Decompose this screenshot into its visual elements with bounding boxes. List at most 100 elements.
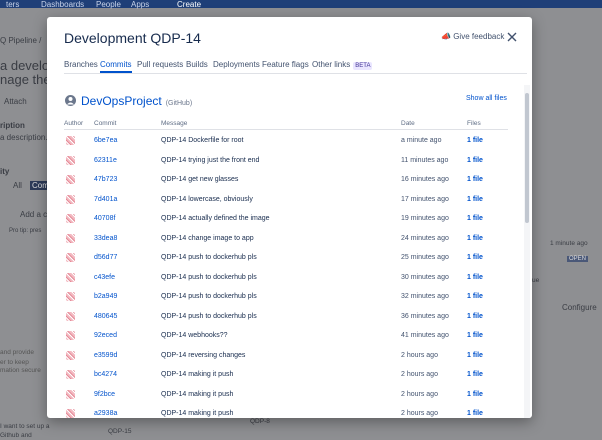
- beta-badge: BETA: [353, 62, 373, 70]
- repo-icon: [65, 95, 76, 106]
- files-link[interactable]: 1 file: [467, 215, 483, 222]
- commit-date: 2 hours ago: [401, 371, 438, 378]
- commit-message: QDP-14 push to dockerhub pls: [161, 293, 257, 300]
- top-nav: [0, 0, 602, 8]
- files-link[interactable]: 1 file: [467, 137, 483, 144]
- nav-item[interactable]: ters: [6, 0, 20, 9]
- column-header: Message: [161, 120, 188, 127]
- files-link[interactable]: 1 file: [467, 371, 483, 378]
- column-header: Date: [401, 120, 415, 127]
- card-key[interactable]: QDP-15: [108, 428, 132, 435]
- commit-hash[interactable]: 9f2bce: [94, 390, 116, 398]
- commit-message: QDP-14 making it push: [161, 390, 234, 398]
- commit-hash[interactable]: d56d77: [94, 254, 118, 261]
- commit-hash[interactable]: 62311e: [94, 156, 117, 164]
- author-avatar: [66, 175, 75, 184]
- author-avatar: [66, 389, 75, 399]
- author-avatar: [66, 350, 75, 360]
- files-link[interactable]: 1 file: [467, 351, 483, 359]
- description-placeholder[interactable]: a description...: [0, 133, 53, 142]
- scrollbar: [524, 85, 530, 418]
- author-avatar: [66, 136, 75, 145]
- tab[interactable]: Branches: [64, 60, 98, 69]
- files-link[interactable]: 1 file: [467, 410, 483, 417]
- commit-date: 16 minutes ago: [401, 176, 449, 183]
- feedback-label[interactable]: Give feedback: [453, 32, 505, 41]
- commit-hash[interactable]: 480645: [94, 312, 118, 320]
- repo-name[interactable]: DevOpsProject (GitHub): [81, 94, 193, 108]
- commit-hash[interactable]: 40708f: [94, 215, 116, 222]
- commit-date: a minute ago: [401, 137, 442, 144]
- commit-hash[interactable]: e3599d: [94, 351, 118, 359]
- timestamp: 1 minute ago: [550, 240, 588, 247]
- commit-message: QDP-14 lowercase, obviously: [161, 195, 253, 203]
- commit-hash[interactable]: a2938a: [94, 410, 118, 417]
- filter-button[interactable]: Comm: [30, 181, 58, 190]
- files-link[interactable]: 1 file: [467, 293, 483, 300]
- commit-message: QDP-14 push to dockerhub pls: [161, 273, 257, 281]
- attach-button[interactable]: Attach: [4, 97, 27, 106]
- close-button[interactable]: [507, 32, 517, 42]
- commit-message: QDP-14 push to dockerhub pls: [161, 254, 257, 261]
- author-avatar: [66, 233, 75, 243]
- commits-dialog: Development QDP-14 📣 Give feedback DevOp…: [47, 17, 532, 418]
- commit-message: QDP-14 push to dockerhub pls: [161, 312, 257, 320]
- commit-hash[interactable]: 47b723: [94, 176, 118, 183]
- tab[interactable]: Pull requests: [137, 60, 184, 69]
- commit-date: 41 minutes ago: [401, 332, 449, 339]
- repo-host: (GitHub): [165, 100, 193, 107]
- comment-input[interactable]: Add a co: [20, 210, 52, 219]
- author-avatar: [66, 409, 75, 418]
- commit-hash[interactable]: 6be7ea: [94, 137, 118, 144]
- show-all-files[interactable]: Show all files: [466, 95, 507, 102]
- commit-message: QDP-14 making it push: [161, 371, 234, 378]
- author-avatar: [66, 292, 75, 301]
- tab-divider: [64, 73, 527, 74]
- files-link[interactable]: 1 file: [467, 390, 483, 398]
- files-link[interactable]: 1 file: [467, 234, 483, 242]
- configure-link[interactable]: Configure: [562, 303, 597, 312]
- tab[interactable]: Other links BETA: [312, 60, 373, 70]
- comment-text: and provide: [0, 349, 34, 356]
- author-avatar: [66, 253, 75, 262]
- files-link[interactable]: 1 file: [467, 254, 483, 261]
- filter-button[interactable]: All: [13, 181, 22, 190]
- files-link[interactable]: 1 file: [467, 195, 483, 203]
- files-link[interactable]: 1 file: [467, 273, 483, 281]
- commit-hash[interactable]: 33dea8: [94, 234, 118, 242]
- commit-hash[interactable]: 7d401a: [94, 195, 118, 203]
- comment-text: er to keep: [0, 359, 29, 366]
- commit-date: 11 minutes ago: [401, 156, 449, 164]
- scroll-thumb[interactable]: [525, 93, 529, 223]
- comment-text: mation secure: [0, 367, 41, 374]
- tab[interactable]: Builds: [186, 60, 208, 69]
- card-key[interactable]: QDP-8: [250, 418, 270, 425]
- dialog-title: Development QDP-14: [64, 30, 201, 46]
- tab[interactable]: Feature flags: [262, 60, 309, 69]
- column-header: Author: [64, 120, 84, 127]
- status-lozenge: OPEN: [567, 256, 589, 262]
- commit-message: QDP-14 reversing changes: [161, 351, 246, 359]
- files-link[interactable]: 1 file: [467, 176, 483, 183]
- nav-item[interactable]: People: [96, 0, 121, 9]
- commit-hash[interactable]: b2a949: [94, 293, 118, 300]
- breadcrumb[interactable]: Q Pipeline /: [0, 36, 42, 45]
- feedback-button[interactable]: 📣 Give feedback: [441, 32, 505, 41]
- nav-item[interactable]: Apps: [131, 0, 150, 9]
- commit-hash[interactable]: c43efe: [94, 273, 116, 281]
- nav-item[interactable]: Dashboards: [41, 0, 85, 9]
- files-link[interactable]: 1 file: [467, 156, 483, 164]
- create-button[interactable]: Create: [177, 0, 202, 9]
- commit-date: 25 minutes ago: [401, 254, 449, 261]
- commit-hash[interactable]: 92eced: [94, 332, 117, 339]
- tab[interactable]: Deployments: [213, 60, 260, 69]
- files-link[interactable]: 1 file: [467, 332, 483, 339]
- files-link[interactable]: 1 file: [467, 312, 483, 320]
- column-header: Commit: [94, 120, 117, 127]
- commit-date: 2 hours ago: [401, 351, 438, 359]
- tab[interactable]: Commits: [100, 60, 132, 69]
- author-avatar: [66, 370, 75, 379]
- commit-message: QDP-14 webhooks??: [161, 332, 228, 339]
- commit-hash[interactable]: bc4274: [94, 371, 117, 378]
